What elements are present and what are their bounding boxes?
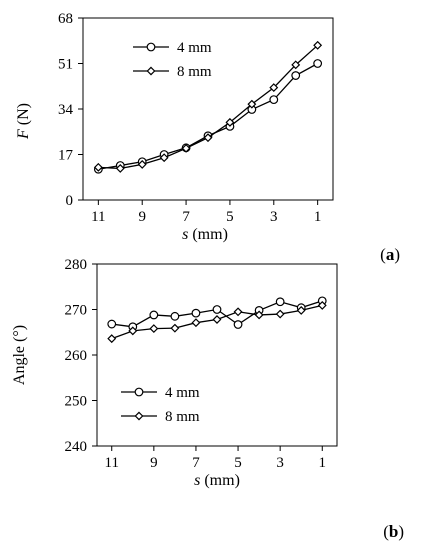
data-point-series-1 <box>275 297 285 307</box>
panel-label-b: (b) <box>383 522 404 541</box>
y-tick-label: 68 <box>58 11 73 27</box>
data-point-series-2 <box>128 326 138 336</box>
y-tick-label: 51 <box>58 57 73 73</box>
y-tick-label: 260 <box>65 348 88 364</box>
data-point-series-1 <box>313 59 323 68</box>
y-tick-label: 280 <box>65 257 88 273</box>
x-tick-label: 9 <box>138 209 146 225</box>
chart-panel-b: 11 9 7 5 3 1 240 250 260 270 280 4 mm 8 mm Angle (°… <box>11 257 404 541</box>
x-tick-label: 5 <box>234 455 242 471</box>
plot-frame-b <box>96 263 338 447</box>
data-point-series-1 <box>212 305 222 314</box>
legend-marker <box>134 411 144 421</box>
data-point-series-2 <box>170 323 180 333</box>
data-point-series-2 <box>212 315 222 324</box>
series-group-a <box>93 40 323 174</box>
data-point-series-2 <box>233 307 243 317</box>
data-point-series-1 <box>291 71 301 80</box>
x-tick-label: 7 <box>192 455 200 471</box>
data-point-series-2 <box>137 159 147 169</box>
x-tick-label: 1 <box>314 209 322 225</box>
y-tick-label: 240 <box>65 439 88 455</box>
panel-label-a: (a) <box>380 245 400 264</box>
x-tick-label: 11 <box>91 209 105 225</box>
x-axis-label-a: s (mm) <box>182 226 228 243</box>
data-point-series-2 <box>159 153 169 163</box>
data-point-series-1 <box>233 320 243 329</box>
series-group-b <box>107 296 327 344</box>
data-point-series-2 <box>247 99 257 109</box>
data-point-series-2 <box>269 83 279 93</box>
legend-marker <box>146 42 156 52</box>
legend-marker <box>134 387 144 397</box>
legend-label: 4 mm <box>165 385 200 401</box>
legend-marker <box>146 66 156 76</box>
data-point-series-2 <box>317 300 327 310</box>
legend-label: 8 mm <box>165 409 200 425</box>
data-point-series-2 <box>296 305 306 315</box>
x-tick-label: 3 <box>270 209 278 225</box>
data-point-series-2 <box>275 309 285 319</box>
data-point-series-2 <box>149 324 159 334</box>
x-tick-label: 3 <box>276 455 284 471</box>
y-axis-label-a: F (N) <box>15 103 32 140</box>
data-point-series-1 <box>107 319 117 329</box>
y-tick-label: 0 <box>66 193 74 209</box>
y-tick-label: 34 <box>58 102 74 118</box>
x-tick-label: 7 <box>182 209 190 225</box>
tick-group-b: 11 9 7 5 3 1 240 250 260 270 280 <box>65 257 327 471</box>
x-tick-label: 11 <box>105 455 119 471</box>
data-point-series-2 <box>313 40 323 50</box>
x-tick-label: 5 <box>226 209 234 225</box>
y-tick-label: 17 <box>58 148 74 164</box>
legend-label: 8 mm <box>177 64 212 80</box>
x-axis-label-b: s (mm) <box>194 472 240 489</box>
data-point-series-1 <box>191 308 201 318</box>
legend-b: 4 mm 8 mm <box>121 385 200 425</box>
data-point-series-2 <box>203 133 213 143</box>
data-point-series-2 <box>93 162 103 172</box>
data-point-series-2 <box>254 310 264 320</box>
x-tick-label: 9 <box>150 455 158 471</box>
y-tick-label: 270 <box>65 303 88 319</box>
data-point-series-2 <box>191 318 201 328</box>
x-tick-label: 1 <box>319 455 327 471</box>
data-point-series-2 <box>225 117 235 127</box>
legend-a: 4 mm 8 mm <box>133 40 212 80</box>
data-point-series-2 <box>107 334 117 344</box>
data-point-series-1 <box>149 310 159 320</box>
y-axis-label-b: Angle (°) <box>11 325 28 385</box>
data-point-series-2 <box>115 163 125 173</box>
y-tick-label: 250 <box>65 394 88 410</box>
data-point-series-2 <box>181 143 191 153</box>
data-point-series-1 <box>269 95 279 105</box>
data-point-series-1 <box>170 311 180 321</box>
legend-label: 4 mm <box>177 40 212 56</box>
data-point-series-2 <box>291 60 301 70</box>
